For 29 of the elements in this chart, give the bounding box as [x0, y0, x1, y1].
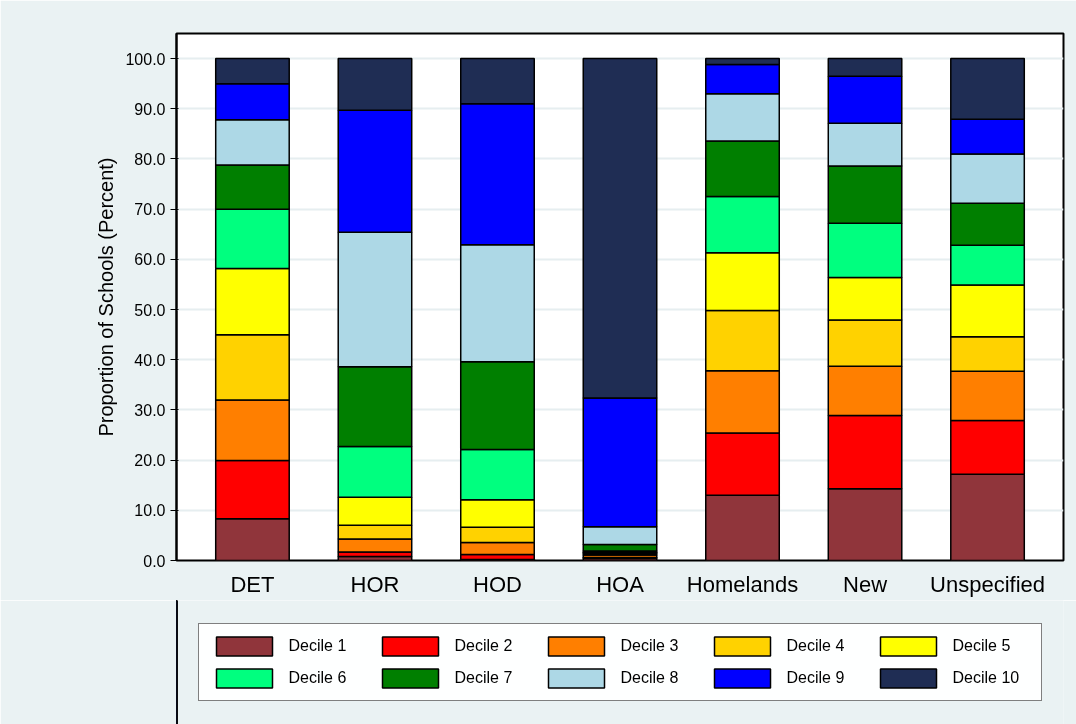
x-tick-label: DET	[230, 571, 275, 597]
y-tick-label: 70.0	[134, 201, 166, 219]
legend-label: Decile 4	[786, 637, 846, 655]
legend-label: Decile 3	[620, 637, 680, 655]
legend-label: Decile 7	[454, 669, 514, 687]
y-tick-label: 20.0	[134, 452, 166, 470]
y-tick-label: 30.0	[134, 401, 166, 419]
y-tick-label: 60.0	[134, 251, 166, 269]
legend-label: Decile 6	[288, 669, 348, 687]
y-axis-title: Proportion of Schools (Percent)	[95, 157, 118, 437]
legend-label: Decile 10	[952, 669, 1021, 687]
x-tick-label: New	[843, 571, 888, 597]
x-tick-label: HOR	[350, 571, 400, 597]
legend-label: Decile 5	[952, 637, 1012, 655]
y-tick-label: 90.0	[134, 100, 166, 118]
y-tick-label: 40.0	[134, 351, 166, 369]
x-tick-label: Unspecified	[930, 571, 1046, 597]
y-tick-label: 80.0	[134, 150, 166, 168]
y-tick-label: 10.0	[134, 502, 166, 520]
legend-label: Decile 8	[620, 669, 680, 687]
x-tick-label: HOD	[473, 571, 522, 597]
legend-label: Decile 1	[288, 637, 348, 655]
y-tick-label: 100.0	[125, 50, 166, 68]
x-tick-label: Homelands	[686, 571, 799, 597]
legend-label: Decile 9	[786, 669, 846, 687]
y-tick-label: 50.0	[134, 301, 166, 319]
legend-label: Decile 2	[454, 637, 514, 655]
x-tick-label: HOA	[596, 571, 645, 597]
y-tick-label: 0.0	[143, 552, 166, 570]
